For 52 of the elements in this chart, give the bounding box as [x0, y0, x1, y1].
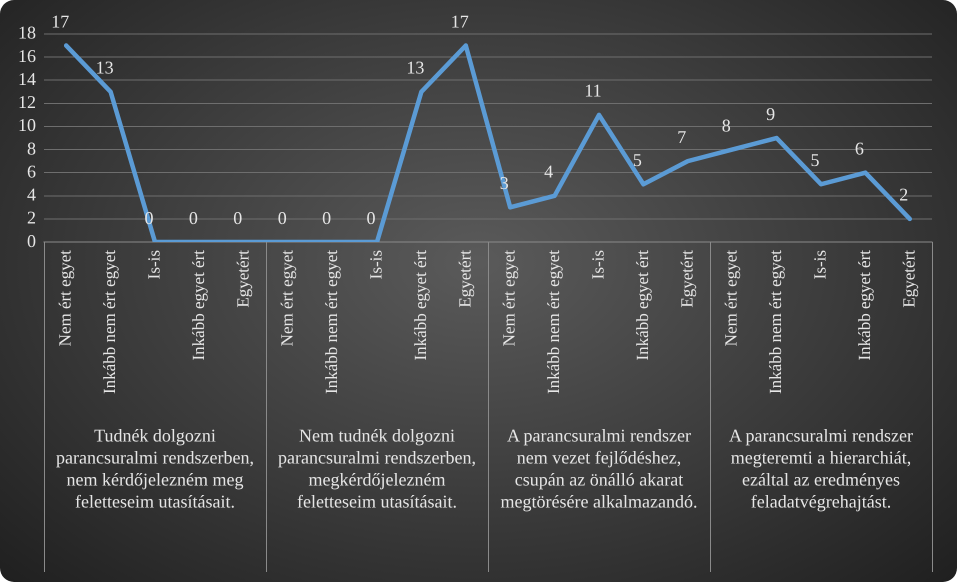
- x-tick-label: Nem ért egyet: [56, 250, 75, 346]
- y-tick-label: 18: [18, 22, 36, 43]
- x-tick-label: Egyetért: [899, 250, 918, 308]
- data-label: 0: [233, 208, 242, 228]
- data-label: 17: [51, 11, 70, 32]
- data-label: 0: [322, 208, 332, 228]
- y-tick-label: 2: [27, 208, 36, 228]
- data-label: 2: [899, 184, 908, 205]
- x-tick-label: Inkább egyet ért: [410, 250, 430, 360]
- x-tick-label: Inkább nem ért egyet: [100, 250, 120, 394]
- x-tick-label: Inkább egyet ért: [854, 250, 874, 360]
- y-tick-label: 10: [18, 115, 36, 136]
- x-tick-label: Inkább egyet ért: [632, 250, 652, 360]
- x-tick-label: Is-is: [810, 250, 830, 280]
- data-label: 6: [854, 138, 864, 158]
- x-tick-label: Egyetért: [233, 250, 252, 308]
- x-tick-label: Inkább nem ért egyet: [766, 250, 786, 394]
- y-tick-label: 8: [27, 138, 36, 158]
- data-label: 0: [366, 208, 376, 228]
- text: A parancsuralmi rendszer megteremti a hierarchiát, ezáltal az eredményes feladatvégrehajtást.: [729, 426, 913, 512]
- y-tick-label: 12: [18, 92, 36, 112]
- y-tick-label: 6: [27, 161, 36, 182]
- data-label: 17: [450, 11, 469, 32]
- text: A parancsuralmi rendszer nem vezet fejlődéshez, csupán az önálló akarat megtörésére alkalmazandó.: [500, 426, 698, 512]
- x-tick-label: Egyetért: [677, 250, 696, 308]
- x-tick-label: Inkább egyet ért: [188, 250, 208, 360]
- x-tick-label: Is-is: [366, 250, 386, 280]
- x-tick-label: Inkább nem ért egyet: [544, 250, 564, 394]
- x-tick-label: Nem ért egyet: [278, 250, 297, 346]
- x-tick-label: Is-is: [144, 250, 164, 280]
- data-label: 8: [722, 115, 731, 136]
- y-tick-label: 0: [27, 230, 36, 251]
- x-tick-label: Nem ért egyet: [500, 250, 519, 346]
- data-label: 9: [766, 104, 776, 124]
- data-label: 7: [677, 126, 686, 147]
- x-tick-label: Inkább nem ért egyet: [322, 250, 342, 394]
- data-label: 11: [584, 80, 602, 101]
- data-label: 0: [278, 208, 287, 228]
- x-tick-label: Egyetért: [455, 250, 474, 308]
- data-label: 13: [406, 58, 424, 78]
- text: Tudnék dolgozni parancsuralmi rendszerben, nem kérdőjelezném meg feletteseim utasításait.: [56, 426, 254, 512]
- y-tick-label: 14: [18, 68, 36, 89]
- x-tick-label: Is-is: [588, 250, 608, 280]
- y-tick-label: 4: [27, 184, 36, 205]
- data-label: 13: [96, 58, 114, 78]
- data-label: 4: [544, 162, 554, 182]
- data-label: 0: [188, 208, 198, 228]
- y-tick-label: 16: [18, 46, 36, 66]
- x-tick-label: Nem ért egyet: [722, 250, 741, 346]
- data-label: 5: [632, 150, 642, 170]
- data-label: 5: [810, 150, 820, 170]
- text: Nem tudnék dolgozni parancsuralmi rendszerben, megkérdőjelezném feletteseim utasításait.: [278, 426, 476, 512]
